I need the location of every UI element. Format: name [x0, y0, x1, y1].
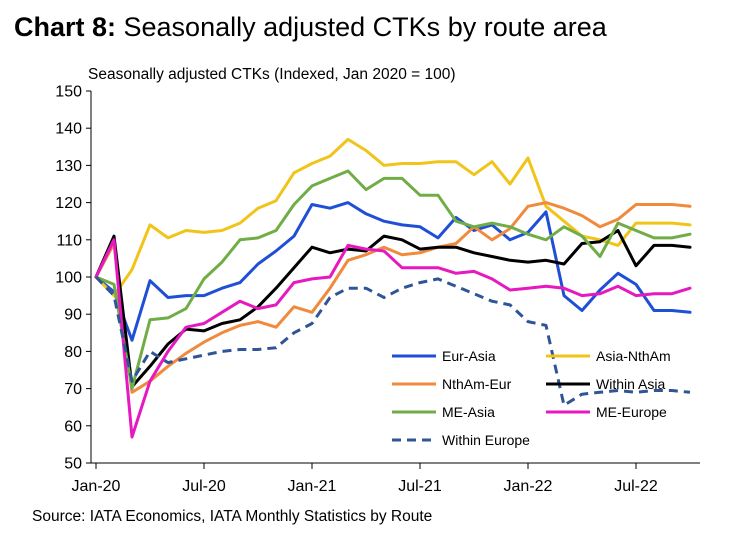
x-tick-label: Jan-21 [288, 478, 337, 495]
y-tick-label: 100 [55, 270, 82, 287]
series-line-asia-ntham [94, 137, 692, 298]
x-tick-label: Jan-20 [72, 478, 121, 495]
chart-title-bold: Chart 8: [14, 12, 117, 42]
x-tick-label: Jul-21 [398, 478, 442, 495]
y-axis-label: Seasonally adjusted CTKs (Indexed, Jan 2… [88, 66, 456, 83]
series-line-me-europe [94, 238, 692, 439]
chart-title: Chart 8: Seasonally adjusted CTKs by rou… [14, 12, 607, 43]
y-tick-label: 70 [64, 381, 82, 398]
y-tick-label: 50 [64, 456, 82, 473]
x-tick-label: Jul-20 [182, 478, 226, 495]
series-line-within-asia [94, 229, 692, 389]
y-tick-label: 140 [55, 121, 82, 138]
series-line-eur-asia [94, 201, 692, 342]
y-tick-label: 120 [55, 195, 82, 212]
axes: 50 60 70 80 90 100 110 120 130 140 150 Jan-20 Jul-20… [55, 84, 700, 495]
x-tick-label: Jan-22 [504, 478, 553, 495]
legend: Eur-Asia Asia-NthAm NthAm-Eur Within Asia ME… [392, 348, 671, 448]
legend-label-ntham-eur: NthAm-Eur [442, 376, 512, 392]
legend-label-asia-ntham: Asia-NthAm [596, 348, 671, 364]
series-line-ntham-eur [94, 201, 692, 394]
y-tick-label: 60 [64, 418, 82, 435]
series-line-me-asia [94, 169, 692, 391]
legend-label-within-europe: Within Europe [442, 432, 530, 448]
legend-label-me-asia: ME-Asia [442, 404, 495, 420]
legend-label-within-asia: Within Asia [596, 376, 665, 392]
chart-title-rest: Seasonally adjusted CTKs by route area [116, 12, 607, 42]
y-tick-label: 90 [64, 307, 82, 324]
y-tick-label: 130 [55, 158, 82, 175]
source-note: Source: IATA Economics, IATA Monthly Sta… [32, 508, 433, 525]
legend-label-me-europe: ME-Europe [596, 404, 667, 420]
y-tick-label: 150 [55, 84, 82, 101]
series-lines [94, 137, 692, 439]
y-tick-label: 110 [56, 232, 82, 249]
y-tick-label: 80 [64, 344, 82, 361]
legend-label-eur-asia: Eur-Asia [442, 348, 496, 364]
series-line-within-europe [94, 275, 691, 407]
x-tick-label: Jul-22 [614, 478, 658, 495]
